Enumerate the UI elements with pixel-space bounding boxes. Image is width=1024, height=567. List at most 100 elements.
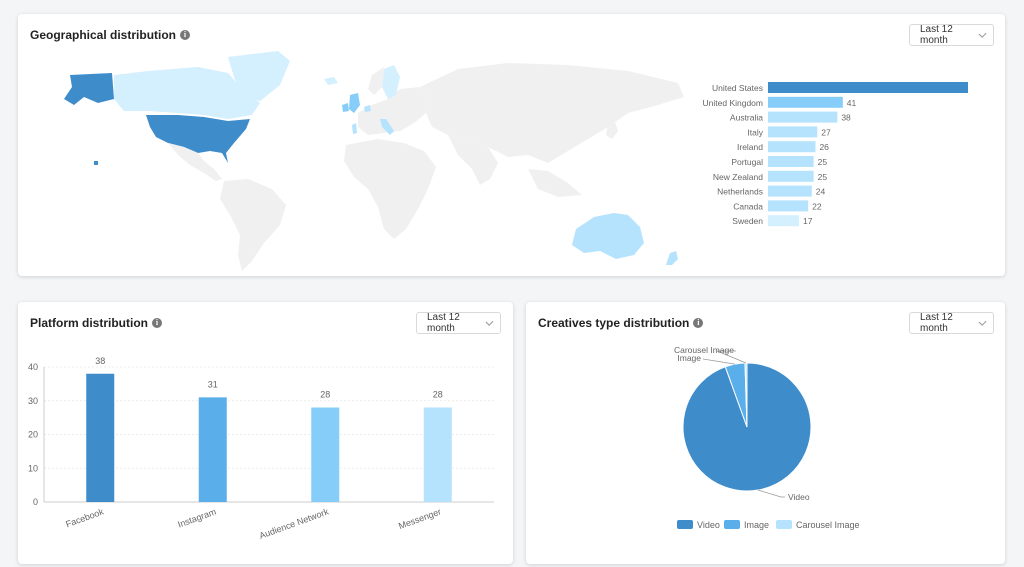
country-bar[interactable]: [768, 170, 814, 182]
country-value-label: 22: [812, 201, 822, 211]
country-label: Italy: [747, 127, 763, 137]
country-label: Portugal: [731, 157, 763, 167]
country-bar[interactable]: [768, 156, 814, 167]
country-label: Sweden: [732, 216, 763, 226]
pie-slice[interactable]: [744, 362, 748, 428]
slice-label: Video: [788, 492, 810, 502]
map-india[interactable]: [448, 135, 498, 185]
country-label: New Zealand: [713, 172, 763, 182]
platform-title: Platform distribution i: [30, 316, 162, 330]
creatives-title-text: Creatives type distribution: [538, 316, 690, 330]
country-value-label: 25: [818, 172, 828, 182]
country-label: United Kingdom: [703, 98, 763, 108]
country-bar[interactable]: [768, 126, 818, 138]
geo-period-dropdown[interactable]: Last 12 month: [909, 24, 994, 46]
map-ireland[interactable]: [342, 103, 349, 112]
country-bar[interactable]: [768, 215, 800, 227]
y-tick-label: 0: [33, 497, 38, 507]
map-norway[interactable]: [368, 67, 384, 95]
country-bar[interactable]: [768, 200, 809, 212]
chevron-down-icon: [978, 29, 987, 38]
legend-label: Image: [744, 520, 769, 530]
legend-label: Video: [697, 520, 720, 530]
map-sweden[interactable]: [382, 65, 400, 99]
info-icon[interactable]: i: [152, 318, 162, 328]
legend-label: Carousel Image: [796, 520, 860, 530]
bar-value-label: 31: [208, 379, 218, 389]
leader-line: [757, 489, 785, 498]
info-icon[interactable]: i: [693, 318, 704, 328]
map-africa[interactable]: [344, 139, 436, 239]
country-value-label: 26: [819, 142, 829, 152]
platform-distribution-card: Platform distribution i Last 12 month 0 1…: [18, 302, 513, 564]
country-label: United States: [712, 83, 763, 93]
map-south-america[interactable]: [220, 179, 286, 271]
bar-value-label: 38: [95, 356, 105, 366]
country-label: Netherlands: [717, 187, 763, 197]
map-hawaii[interactable]: [94, 161, 98, 165]
map-mexico[interactable]: [168, 143, 222, 181]
country-bar[interactable]: [768, 141, 816, 153]
country-value-label: 24: [816, 187, 826, 197]
legend-swatch: [677, 520, 693, 529]
creatives-title: Creatives type distribution i: [538, 316, 704, 330]
y-tick-label: 10: [28, 463, 38, 473]
country-label: Canada: [733, 201, 763, 211]
legend-item[interactable]: Carousel Image: [776, 520, 860, 530]
bar-value-label: 28: [320, 390, 330, 400]
country-bar[interactable]: [768, 96, 843, 108]
map-asia[interactable]: [420, 63, 684, 163]
country-label: Ireland: [737, 142, 763, 152]
legend-item[interactable]: Video: [677, 520, 720, 530]
country-bar[interactable]: [768, 82, 968, 93]
map-netherlands[interactable]: [364, 105, 371, 112]
country-value-label: 27: [821, 127, 831, 137]
slice-label: Image: [677, 353, 701, 363]
creatives-period-dropdown[interactable]: Last 12 month: [909, 312, 994, 334]
map-australia[interactable]: [572, 213, 644, 259]
chevron-down-icon: [978, 317, 987, 326]
map-southeast-asia[interactable]: [528, 169, 582, 197]
country-bar-chart: United States114United Kingdom41Australi…: [703, 82, 968, 227]
map-italy[interactable]: [380, 119, 394, 135]
platform-bar[interactable]: [423, 407, 452, 503]
map-united-states[interactable]: [146, 115, 250, 163]
map-greenland[interactable]: [228, 51, 290, 101]
x-tick-label: Facebook: [64, 506, 105, 529]
legend-swatch: [724, 520, 740, 529]
geo-title: Geographical distribution i: [30, 28, 191, 42]
legend-item[interactable]: Image: [724, 520, 769, 530]
map-alaska[interactable]: [64, 73, 114, 105]
dropdown-label: Last 12 month: [427, 312, 460, 334]
world-map: [64, 51, 684, 271]
platform-title-text: Platform distribution: [30, 316, 148, 330]
country-value-label: 25: [818, 157, 828, 167]
geographical-distribution-card: Geographical distribution i Last 12 mont…: [18, 14, 1005, 276]
x-tick-label: Audience Network: [258, 506, 331, 541]
country-bar[interactable]: [768, 185, 812, 197]
country-bar[interactable]: [768, 111, 838, 123]
country-label: Australia: [730, 113, 763, 123]
country-value-label: 17: [803, 216, 813, 226]
y-tick-label: 40: [28, 362, 38, 372]
map-canada[interactable]: [114, 67, 260, 119]
map-united-kingdom[interactable]: [349, 93, 360, 113]
geo-title-text: Geographical distribution: [30, 28, 177, 42]
platform-period-dropdown[interactable]: Last 12 month: [416, 312, 501, 334]
platform-bar[interactable]: [86, 373, 115, 502]
x-tick-label: Instagram: [176, 506, 217, 529]
info-icon[interactable]: i: [180, 30, 191, 40]
map-portugal[interactable]: [352, 123, 357, 134]
map-iceland[interactable]: [324, 77, 338, 85]
leader-line: [716, 350, 747, 364]
slice-label: Carousel Image: [674, 345, 734, 355]
country-value-label: 38: [841, 113, 851, 123]
map-japan[interactable]: [606, 119, 618, 139]
platform-bar[interactable]: [311, 407, 340, 503]
x-tick-label: Messenger: [397, 506, 442, 531]
platform-bar[interactable]: [198, 397, 227, 502]
map-new-zealand[interactable]: [666, 251, 678, 265]
map-europe[interactable]: [358, 87, 432, 135]
y-tick-label: 20: [28, 430, 38, 440]
